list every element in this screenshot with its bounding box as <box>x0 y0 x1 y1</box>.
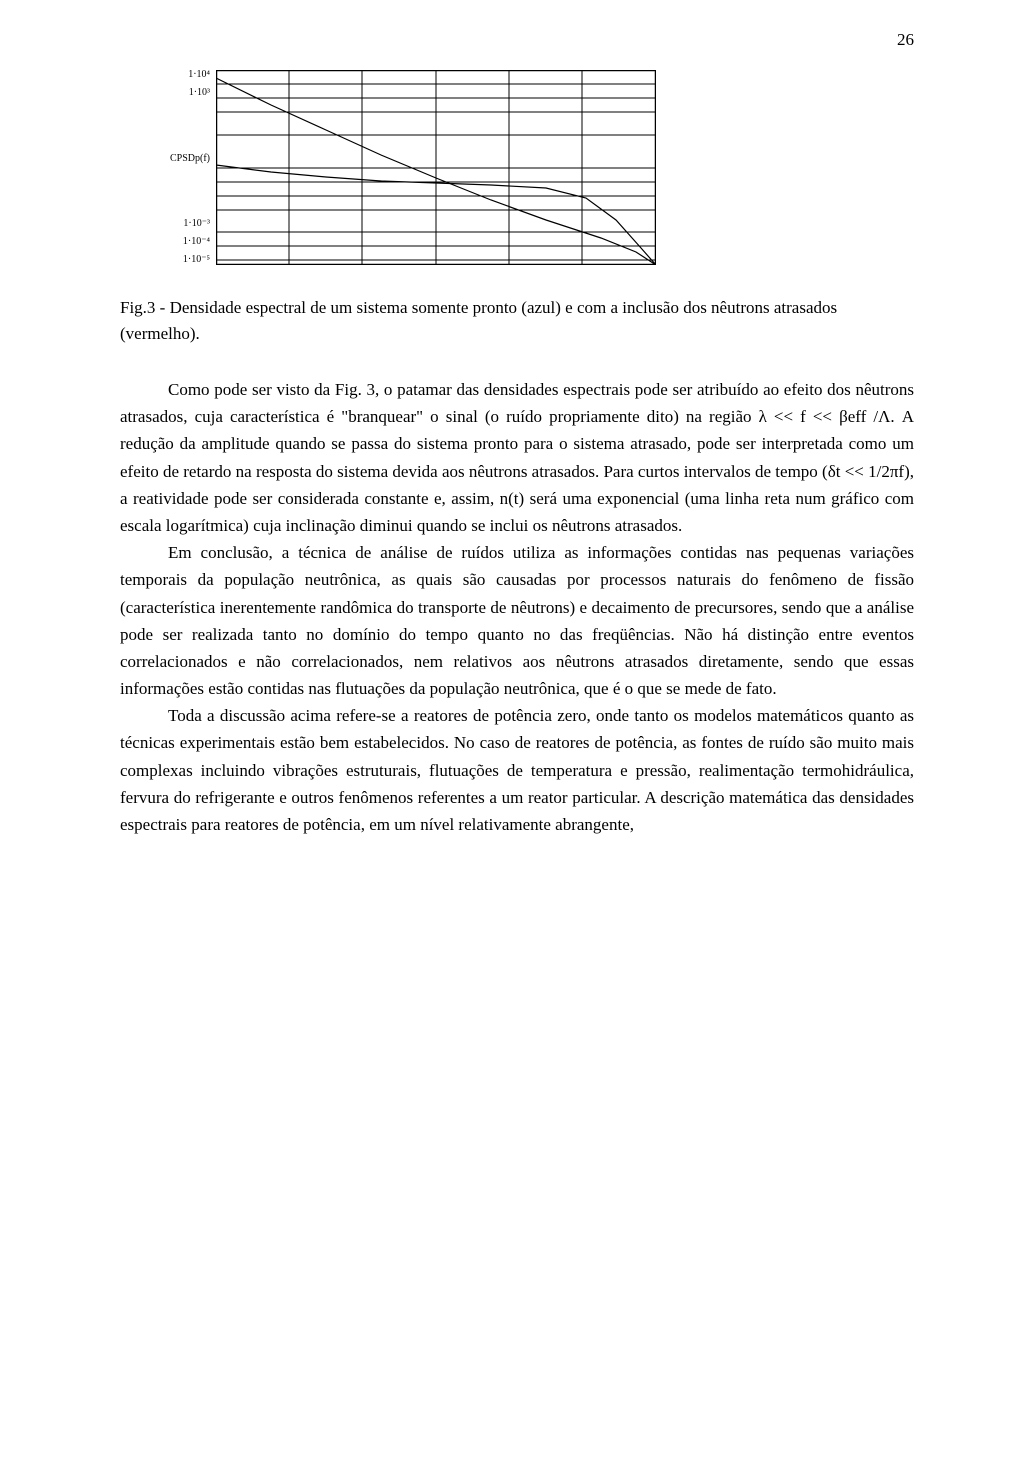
body-text: Como pode ser visto da Fig. 3, o patamar… <box>120 376 914 838</box>
paragraph-2: Em conclusão, a técnica de análise de ru… <box>120 539 914 702</box>
paragraph-1: Como pode ser visto da Fig. 3, o patamar… <box>120 376 914 539</box>
paragraph-3: Toda a discussão acima refere-se a reato… <box>120 702 914 838</box>
chart-y-axis-labels: 1·10⁴ 1·10³ CPSDp(f) 1·10⁻³ 1·10⁻⁴ 1·10⁻… <box>170 70 210 265</box>
chart-y-axis-title: CPSDp(f) <box>170 154 210 164</box>
ytick-bot-2: 1·10⁻⁵ <box>170 255 210 265</box>
figure-caption: Fig.3 - Densidade espectral de um sistem… <box>120 295 914 346</box>
ytick-top-0: 1·10⁴ <box>170 70 210 80</box>
spectral-density-chart <box>216 70 656 265</box>
ytick-bot-1: 1·10⁻⁴ <box>170 237 210 247</box>
ytick-top-1: 1·10³ <box>170 88 210 98</box>
chart-container: 1·10⁴ 1·10³ CPSDp(f) 1·10⁻³ 1·10⁻⁴ 1·10⁻… <box>170 70 914 265</box>
page-number: 26 <box>897 30 914 50</box>
ytick-bot-0: 1·10⁻³ <box>170 219 210 229</box>
